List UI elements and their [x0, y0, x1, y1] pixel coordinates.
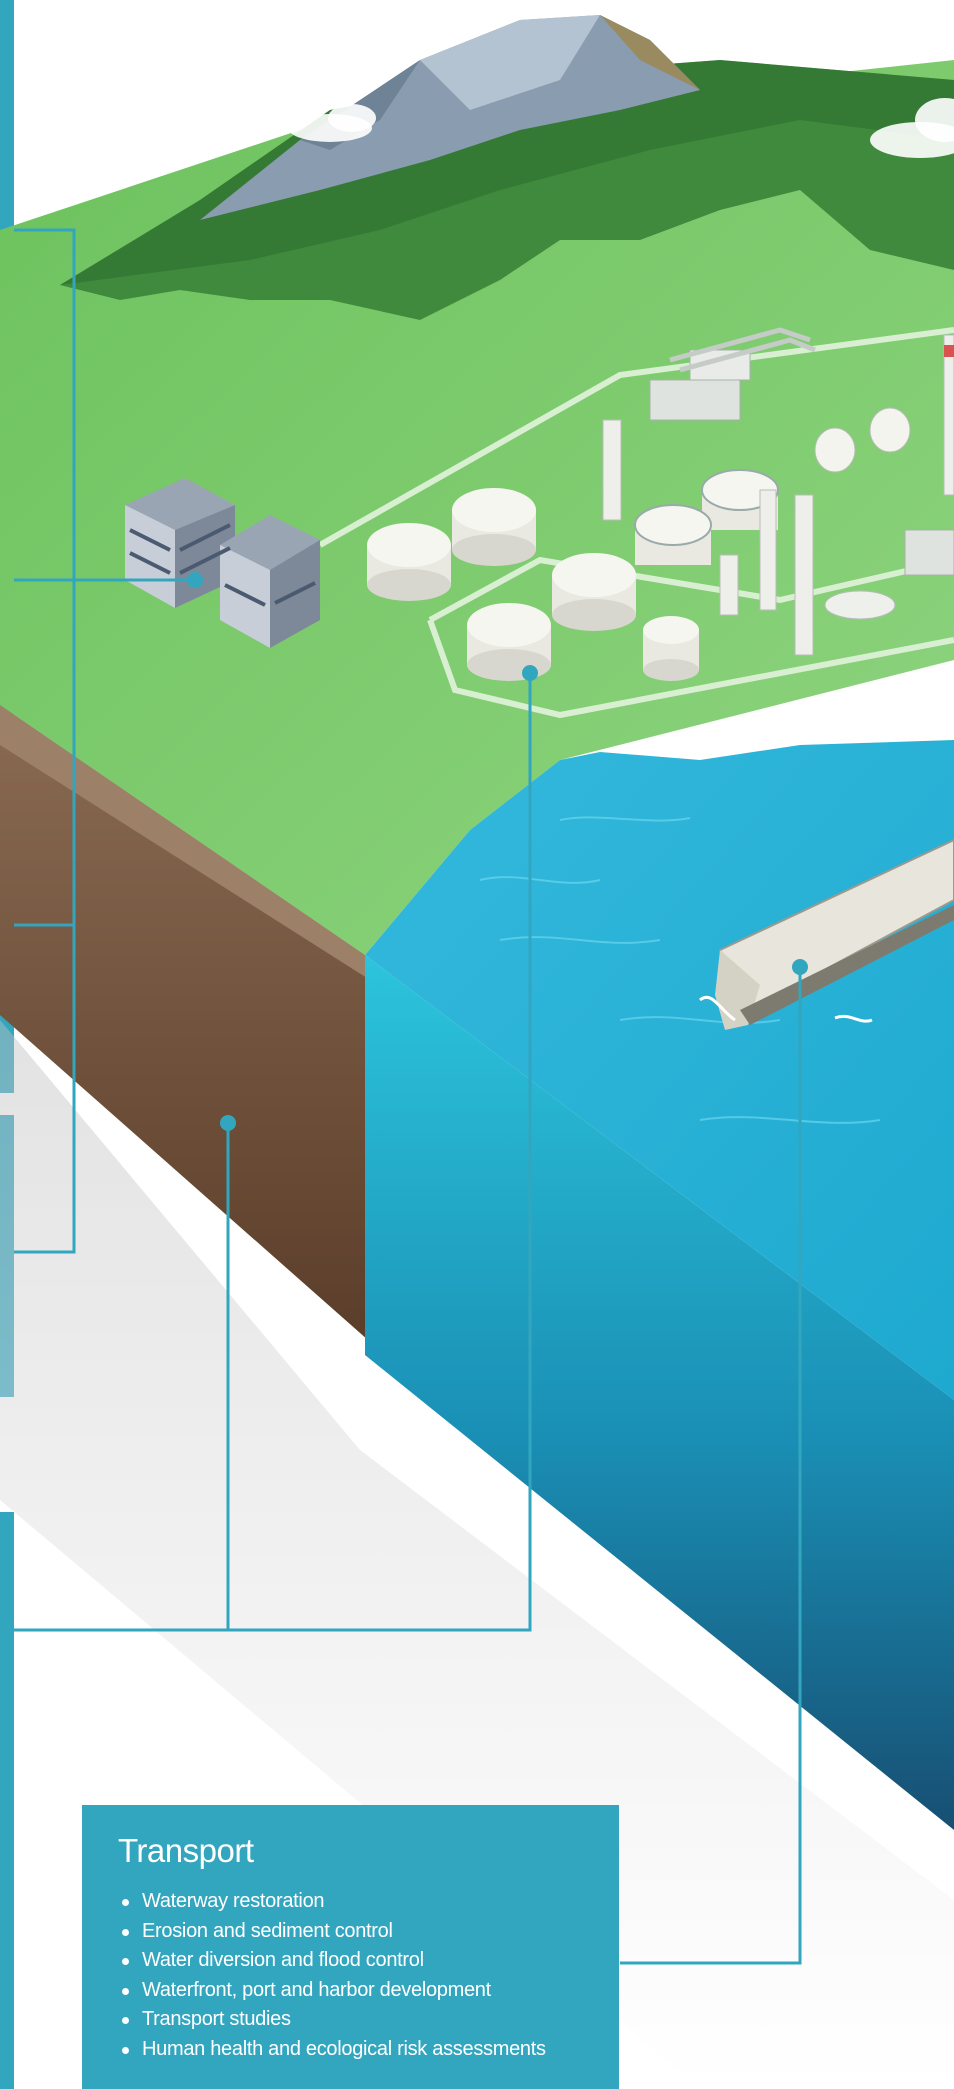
- card-title: Transport: [118, 1832, 254, 1869]
- panel-edge-5: [0, 1512, 14, 2089]
- water-cross-section: [365, 955, 954, 1830]
- forest-band: [60, 60, 954, 320]
- cargo-ship-icon: [699, 838, 954, 1030]
- water-surface: [365, 740, 954, 1400]
- list-item: Human health and ecological risk assessm…: [118, 2035, 589, 2065]
- cloud-icon: [288, 98, 954, 158]
- card-list: Waterway restoration Erosion and sedimen…: [118, 1887, 589, 2064]
- list-item: Erosion and sediment control: [118, 1917, 589, 1947]
- connector-lines: [14, 228, 802, 1965]
- connector-dots: [187, 572, 808, 1131]
- block-shadow: [0, 1020, 954, 2089]
- storage-tank-icon: [367, 469, 779, 681]
- office-building-icon: [125, 478, 320, 648]
- soil-cross-section: [0, 705, 410, 1355]
- mountain-icon: [200, 15, 700, 220]
- list-item: Waterfront, port and harbor development: [118, 1976, 589, 2006]
- list-item: Water diversion and flood control: [118, 1946, 589, 1976]
- transport-card: Transport Waterway restoration Erosion a…: [82, 1805, 619, 2089]
- refinery-icon: [602, 327, 954, 656]
- refinery-roads: [318, 327, 954, 719]
- list-item: Transport studies: [118, 2005, 589, 2035]
- list-item: Waterway restoration: [118, 1887, 589, 1917]
